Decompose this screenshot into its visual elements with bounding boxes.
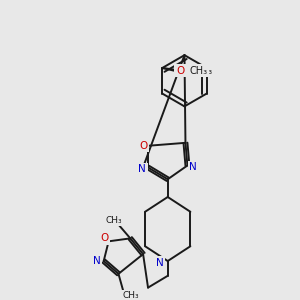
Text: CH₃: CH₃ bbox=[190, 66, 208, 76]
Text: O: O bbox=[188, 66, 196, 76]
Text: N: N bbox=[156, 258, 164, 268]
Text: N: N bbox=[138, 164, 146, 174]
Text: CH₃: CH₃ bbox=[105, 216, 122, 225]
Text: O: O bbox=[139, 141, 147, 151]
Text: O: O bbox=[100, 233, 109, 243]
Text: N: N bbox=[190, 162, 197, 172]
Text: O: O bbox=[176, 66, 184, 76]
Text: CH₃: CH₃ bbox=[195, 66, 213, 76]
Text: N: N bbox=[93, 256, 101, 266]
Text: CH₃: CH₃ bbox=[123, 291, 140, 300]
